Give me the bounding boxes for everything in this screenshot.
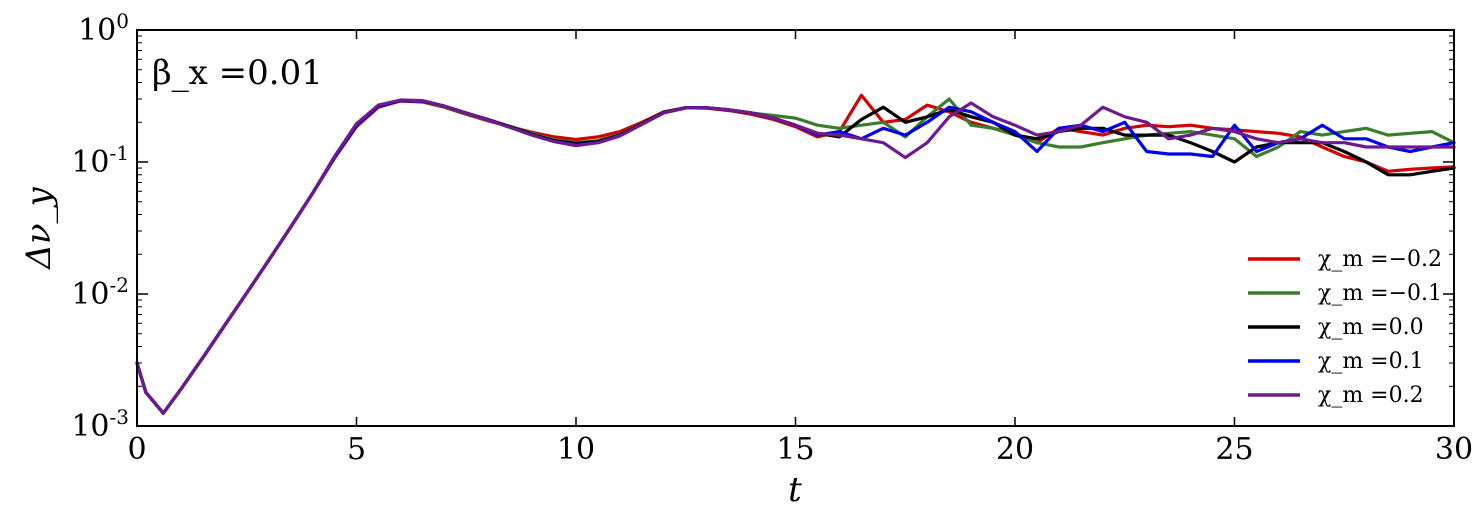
x-tick-label-0: 0 (127, 432, 146, 467)
x-axis-label: t (788, 470, 802, 510)
y-axis-label: Δν_y (19, 186, 59, 270)
x-tick-label-1: 5 (347, 432, 366, 467)
legend-label-1: χ_m =−0.1 (1318, 281, 1442, 306)
legend-label-0: χ_m =−0.2 (1318, 247, 1442, 272)
legend: χ_m =−0.2 χ_m =−0.1 χ_m =0.0 χ_m =0.1 χ_m =0… (1248, 247, 1442, 408)
legend-label-3: χ_m =0.1 (1318, 349, 1424, 374)
beta-annotation: β_x =0.01 (152, 53, 323, 93)
legend-label-2: χ_m =0.0 (1318, 315, 1424, 340)
x-tick-label-4: 20 (996, 432, 1034, 467)
x-tick-label-3: 15 (776, 432, 814, 467)
series-line-4 (135, 98, 1456, 415)
legend-label-4: χ_m =0.2 (1318, 383, 1424, 408)
x-tick-label-5: 25 (1215, 432, 1253, 467)
x-tick-label-6: 30 (1435, 432, 1473, 467)
x-tick-label-2: 10 (557, 432, 595, 467)
series-layer (135, 93, 1456, 415)
